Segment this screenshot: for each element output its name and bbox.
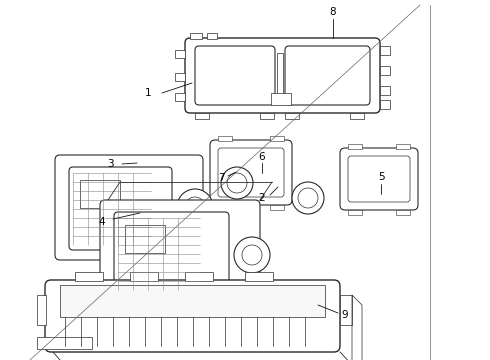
FancyBboxPatch shape — [195, 46, 275, 105]
Bar — [380, 66, 390, 75]
Text: 1: 1 — [145, 88, 151, 98]
FancyBboxPatch shape — [340, 148, 418, 210]
Bar — [270, 205, 284, 210]
Bar — [75, 272, 103, 281]
Circle shape — [177, 189, 213, 225]
Text: 8: 8 — [330, 7, 336, 17]
Text: 9: 9 — [342, 310, 348, 320]
Bar — [350, 113, 364, 119]
Bar — [175, 73, 185, 81]
Circle shape — [185, 197, 205, 217]
Bar — [218, 136, 232, 141]
Bar — [175, 93, 185, 101]
Bar — [80, 180, 120, 208]
Bar — [37, 337, 92, 349]
Bar — [340, 295, 352, 325]
Bar — [130, 272, 158, 281]
Bar — [270, 136, 284, 141]
Bar — [396, 144, 410, 149]
Bar — [218, 205, 232, 210]
Bar — [348, 210, 362, 215]
Circle shape — [298, 188, 318, 208]
FancyBboxPatch shape — [45, 280, 340, 352]
Bar — [37, 295, 46, 325]
FancyBboxPatch shape — [210, 140, 292, 205]
Bar — [348, 144, 362, 149]
Bar — [125, 225, 165, 253]
Bar — [271, 93, 291, 105]
Bar — [260, 113, 274, 119]
Circle shape — [242, 245, 262, 265]
Text: 7: 7 — [218, 173, 224, 183]
Bar — [60, 285, 325, 318]
FancyBboxPatch shape — [218, 148, 284, 197]
FancyBboxPatch shape — [100, 200, 260, 310]
Text: 6: 6 — [259, 152, 265, 162]
Text: 5: 5 — [378, 172, 384, 182]
Bar — [380, 46, 390, 55]
Bar — [277, 53, 283, 98]
FancyBboxPatch shape — [69, 167, 172, 250]
Text: 2: 2 — [259, 193, 265, 203]
FancyBboxPatch shape — [285, 46, 370, 105]
Bar — [207, 33, 217, 39]
FancyBboxPatch shape — [348, 156, 410, 202]
Bar — [175, 50, 185, 58]
Circle shape — [234, 237, 270, 273]
Bar — [285, 113, 299, 119]
Bar — [185, 272, 213, 281]
FancyBboxPatch shape — [55, 155, 203, 260]
FancyBboxPatch shape — [114, 212, 229, 300]
Bar — [396, 210, 410, 215]
Text: 4: 4 — [98, 217, 105, 227]
Text: 3: 3 — [107, 159, 113, 169]
FancyBboxPatch shape — [185, 38, 380, 113]
Bar — [245, 272, 273, 281]
Circle shape — [221, 167, 253, 199]
Bar — [195, 113, 209, 119]
Circle shape — [292, 182, 324, 214]
Bar — [380, 100, 390, 109]
Bar — [190, 33, 202, 39]
Bar — [380, 86, 390, 95]
Circle shape — [227, 173, 247, 193]
